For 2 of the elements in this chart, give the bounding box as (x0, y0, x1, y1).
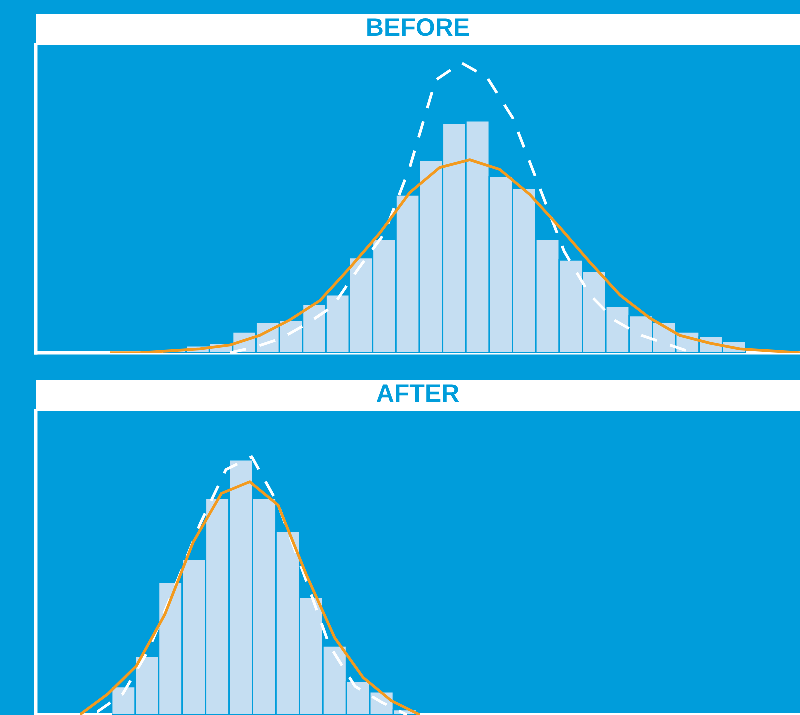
chart-title: BEFORE (368, 18, 470, 36)
chart-title: AFTER (376, 384, 460, 402)
